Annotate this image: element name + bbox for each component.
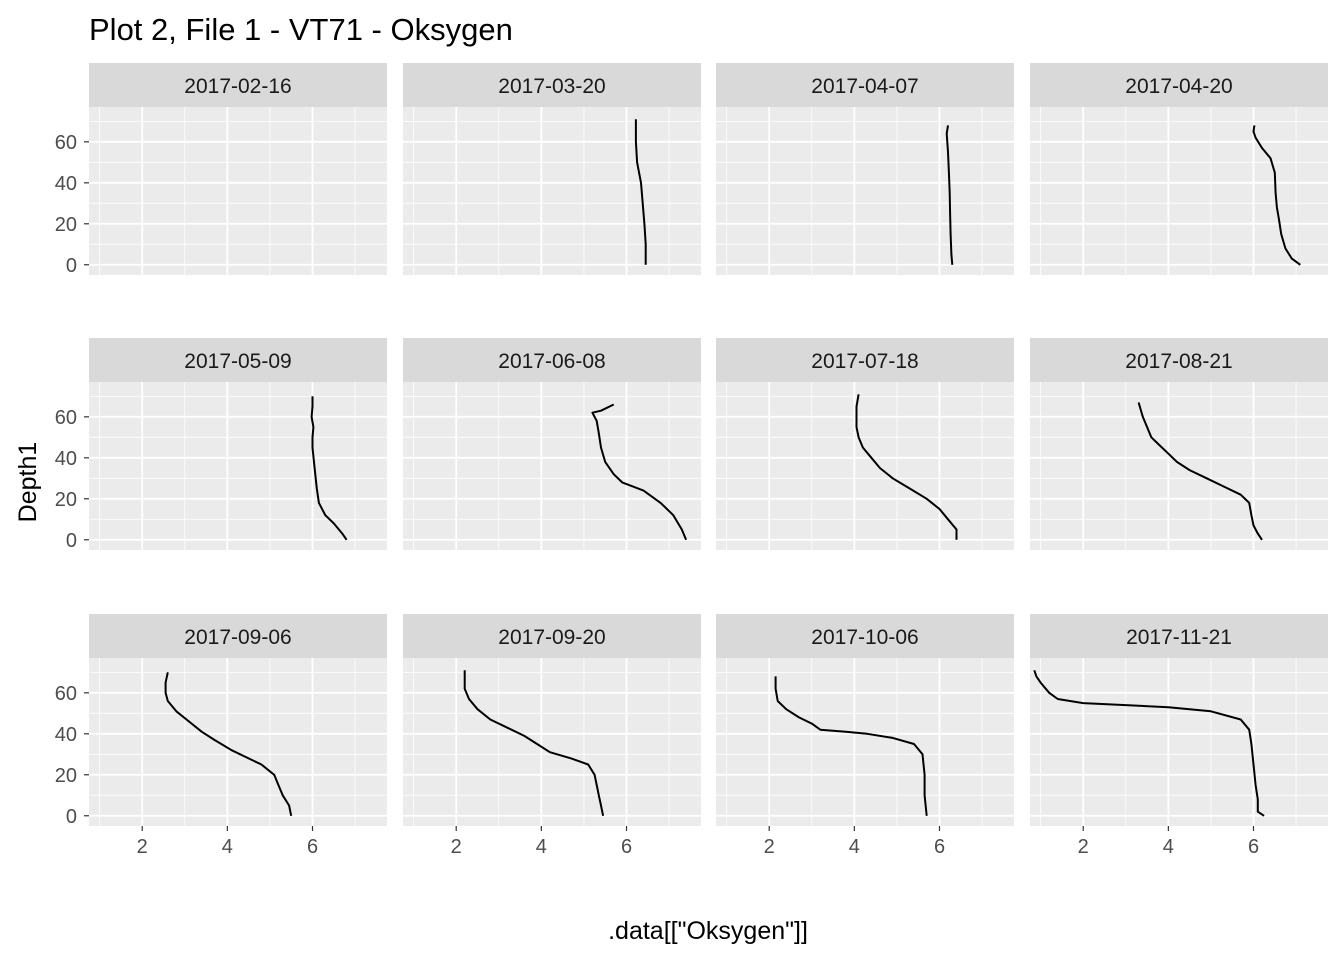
x-tick-label: 2 [451,836,462,858]
panel-background [403,658,701,826]
oxygen-profile-line [164,672,293,816]
x-tick-label: 6 [1248,836,1259,858]
facet-strip [89,63,387,107]
facet-strip [716,338,1014,382]
y-tick-label: 0 [66,255,77,277]
panel-background [1030,107,1328,275]
x-tick-label: 4 [849,836,860,858]
facet-strip-label: 2017-09-06 [184,626,291,649]
facet-strip-label: 2017-06-08 [498,350,605,373]
facet-strip [403,338,701,382]
x-tick-label: 4 [1163,836,1174,858]
oxygen-profile-line [634,119,647,265]
chart-title: Plot 2, File 1 - VT71 - Oksygen [89,12,513,47]
facet-strip [1030,614,1328,658]
facet-strip-label: 2017-02-16 [184,75,291,98]
y-tick-label: 20 [55,489,77,511]
facet-strip-label: 2017-07-18 [811,350,918,373]
oxygen-profile-line [855,394,958,540]
facet-panel: 2017-11-21 2 4 6 [1030,614,1328,858]
facet-strip [403,63,701,107]
facet-panel: 2017-04-07 [716,63,1014,275]
oxygen-profile-line [310,396,348,541]
facet-panel: 2017-04-20 [1030,63,1328,275]
y-tick-label: 0 [66,530,77,552]
y-tick-label: 20 [55,214,77,236]
facet-strip-label: 2017-08-21 [1125,350,1232,373]
y-tick-label: 40 [55,173,77,195]
x-tick-label: 6 [621,836,632,858]
facet-strip [1030,63,1328,107]
oxygen-profile-line [1137,402,1263,541]
facet-panel: 2017-09-06 0 20 40 60 2 4 6 [55,614,387,858]
y-tick-label: 20 [55,765,77,787]
facet-strip [403,614,701,658]
facet-panel: 2017-02-16 0 20 40 60 [55,63,387,277]
panel-background [716,658,1014,826]
x-tick-label: 2 [137,836,148,858]
x-tick-label: 2 [1078,836,1089,858]
facet-strip [716,614,1014,658]
y-tick-label: 60 [55,407,77,429]
x-tick-label: 4 [222,836,233,858]
y-tick-label: 60 [55,132,77,154]
facet-panel: 2017-08-21 [1030,338,1328,550]
facet-strip [716,63,1014,107]
panel-background [716,382,1014,550]
facet-strip-label: 2017-04-07 [811,75,918,98]
facet-strip-label: 2017-10-06 [811,626,918,649]
x-axis-title: .data[["Oksygen"]] [608,917,808,945]
facet-strip-label: 2017-04-20 [1125,75,1232,98]
x-tick-label: 2 [764,836,775,858]
facet-strip [89,614,387,658]
x-tick-label: 6 [934,836,945,858]
oxygen-profile-line [591,403,688,541]
facet-strip-label: 2017-05-09 [184,350,291,373]
panel-background [1030,382,1328,550]
facet-panel: 2017-07-18 [716,338,1014,550]
panel-background [403,107,701,275]
facet-panel: 2017-10-06 2 4 6 [716,614,1014,858]
y-axis-title: Depth1 [14,442,42,523]
panel-background [716,107,1014,275]
oxygen-profile-line [463,670,605,816]
oxygen-profile-line [774,676,928,816]
y-tick-label: 40 [55,724,77,746]
facet-strip [89,338,387,382]
panel-background [1030,658,1328,826]
panel-background [89,658,387,826]
panel-background [89,107,387,275]
facet-strip-label: 2017-03-20 [498,75,605,98]
facet-panel: 2017-05-09 0 20 40 60 [55,338,387,552]
oxygen-profile-line [945,125,954,265]
facet-strip-label: 2017-09-20 [498,626,605,649]
panel-background [403,382,701,550]
x-tick-label: 6 [307,836,318,858]
y-tick-label: 0 [66,806,77,828]
facet-panel: 2017-03-20 [403,63,701,275]
panel-background [89,382,387,550]
facet-strip [1030,338,1328,382]
oxygen-profile-line [1033,669,1265,817]
y-tick-label: 60 [55,683,77,705]
facet-panel: 2017-06-08 [403,338,701,550]
facet-strip-label: 2017-11-21 [1126,626,1232,649]
facet-panel: 2017-09-20 2 4 6 [403,614,701,858]
oxygen-profile-line [1252,125,1301,266]
x-tick-label: 4 [536,836,547,858]
y-tick-label: 40 [55,448,77,470]
